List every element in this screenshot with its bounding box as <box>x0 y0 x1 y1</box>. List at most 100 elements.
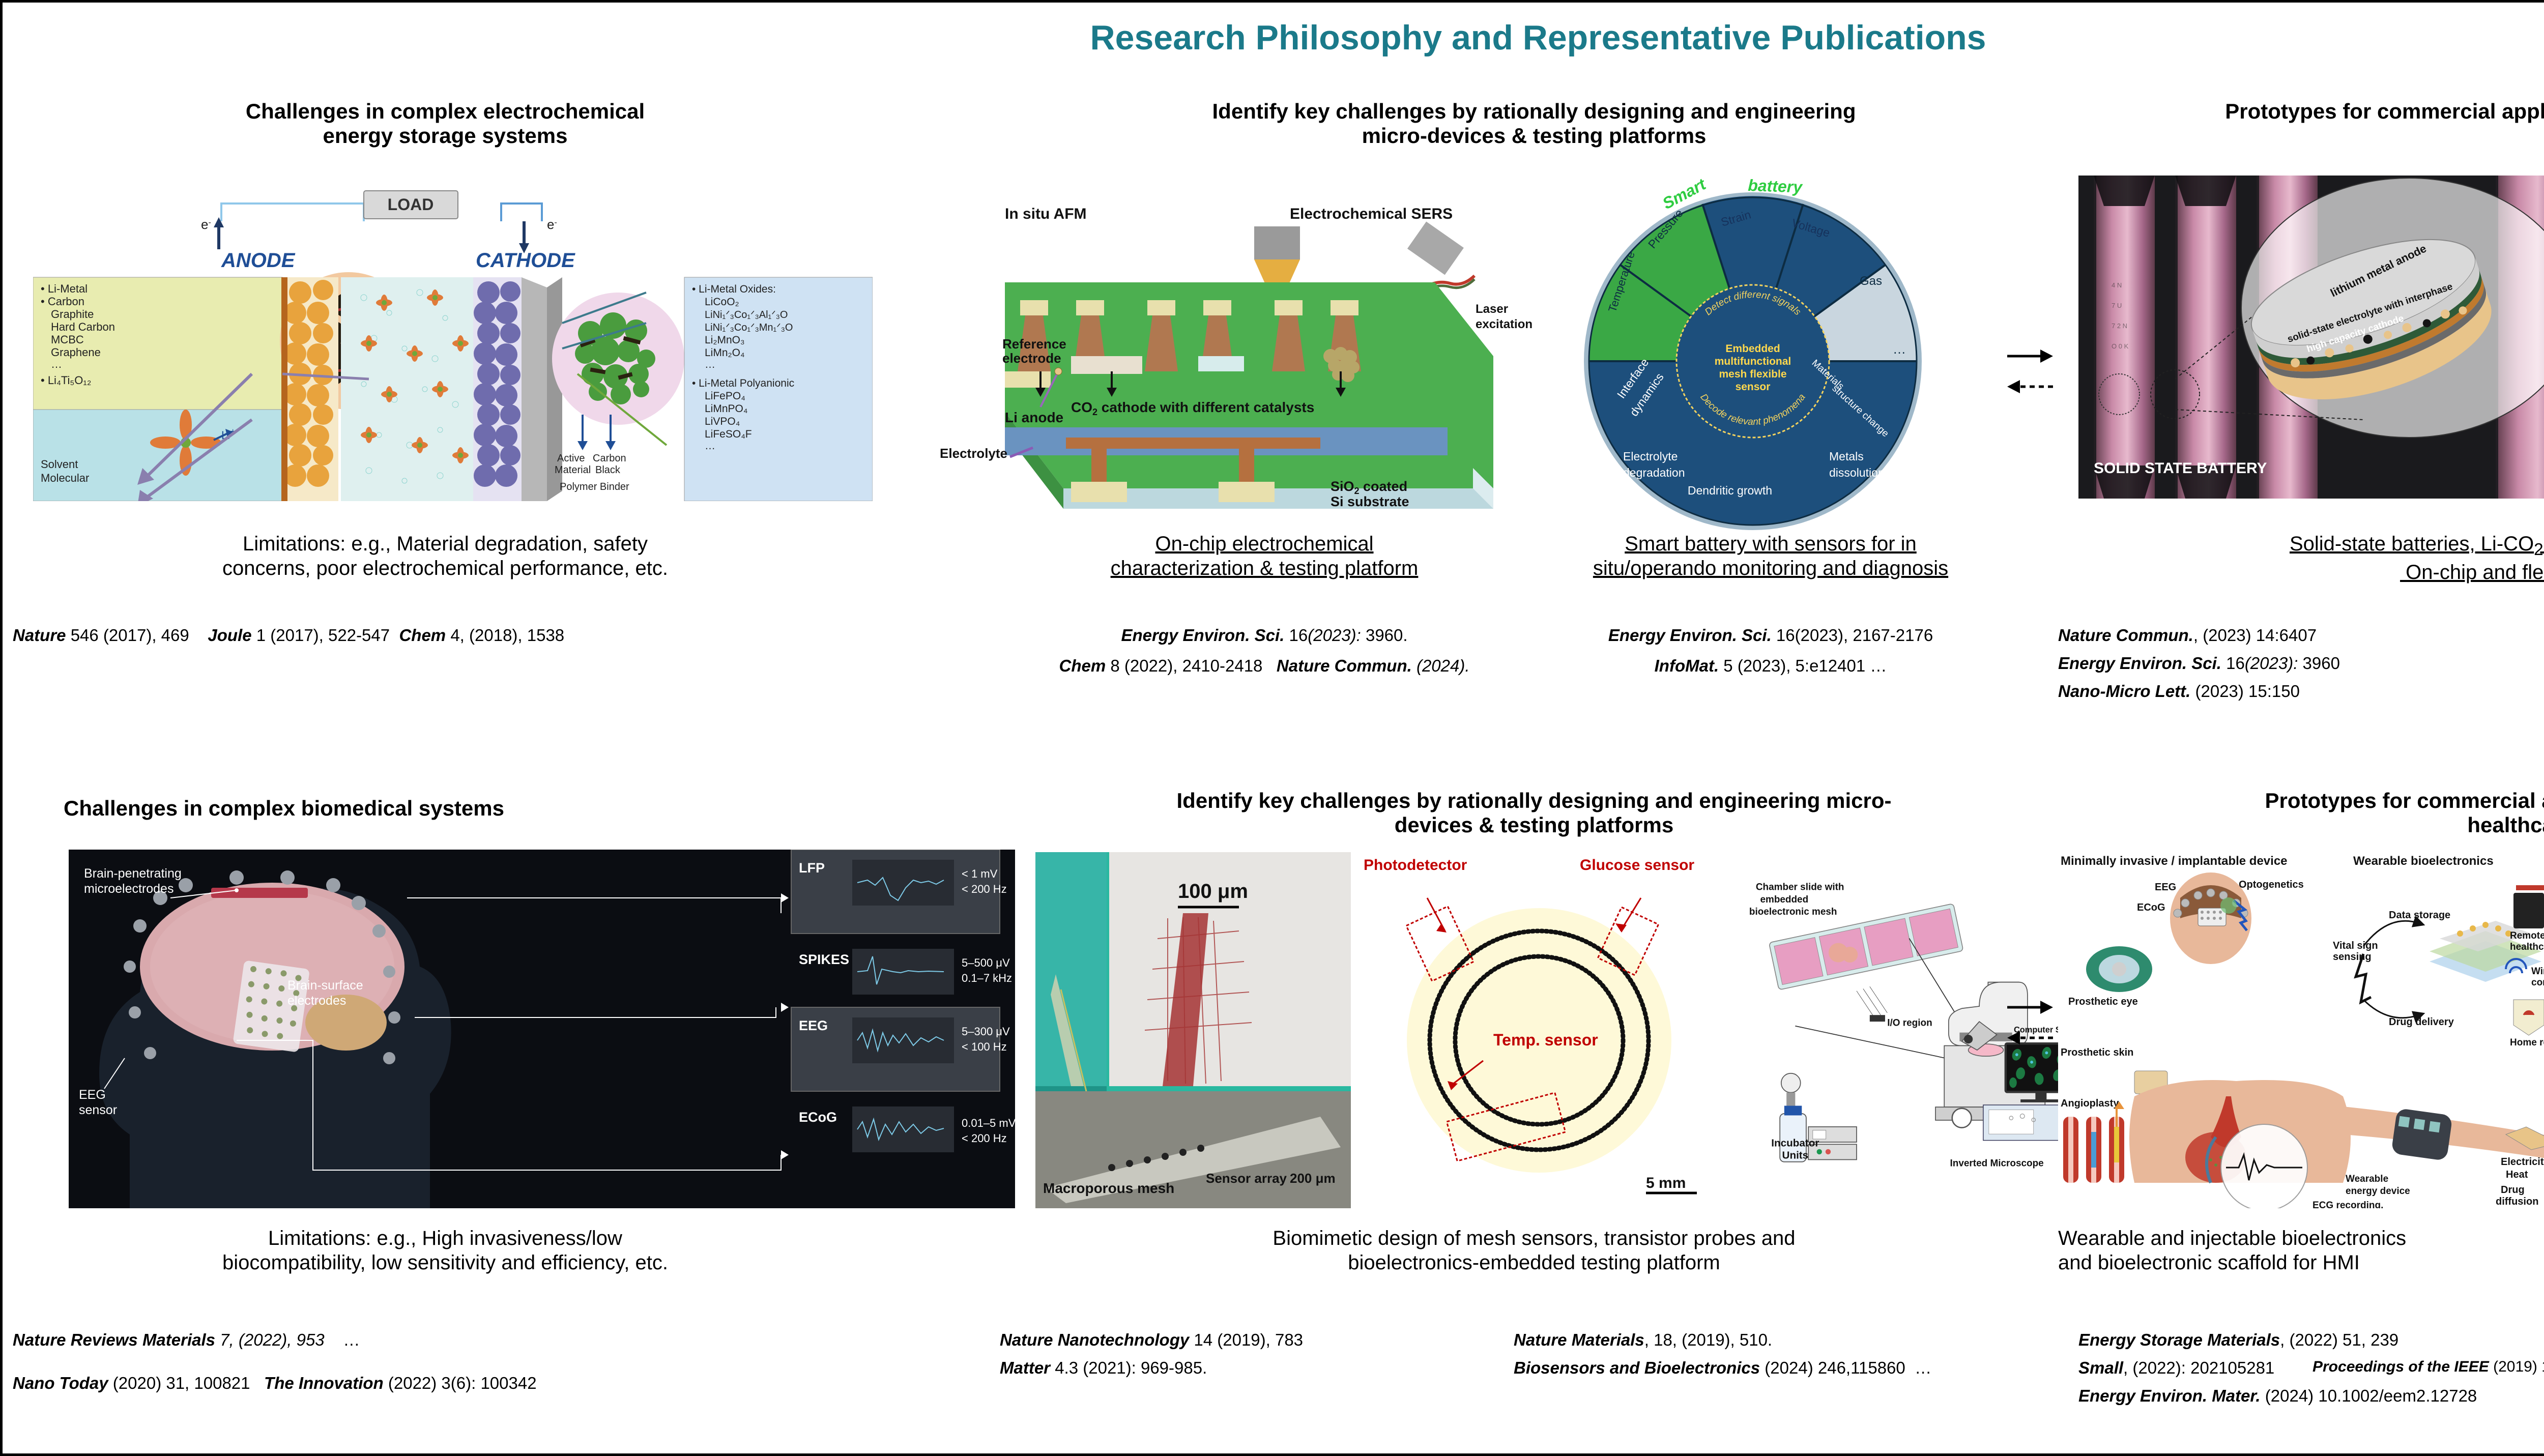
svg-text:Remote: Remote <box>2510 930 2544 941</box>
svg-text:LiVPO₄: LiVPO₄ <box>705 416 740 427</box>
svg-text:LOAD: LOAD <box>388 195 434 214</box>
svg-text:Si substrate: Si substrate <box>1331 494 1409 509</box>
svg-text:e-: e- <box>547 217 557 232</box>
svg-text:Prosthetic eye: Prosthetic eye <box>2068 996 2138 1007</box>
svg-text:< 100 Hz: < 100 Hz <box>962 1040 1007 1053</box>
svg-text:• Li-Metal Polyanionic: • Li-Metal Polyanionic <box>692 377 794 389</box>
svg-text:Electrolyte: Electrolyte <box>1623 450 1678 463</box>
svg-text:Dendritic growth: Dendritic growth <box>1688 484 1772 497</box>
svg-text:Wireless: Wireless <box>2531 966 2544 977</box>
svg-text:Brain-penetrating: Brain-penetrating <box>84 866 182 881</box>
svg-text:embedded: embedded <box>1760 894 1808 905</box>
svg-text:Prosthetic skin: Prosthetic skin <box>2061 1047 2133 1058</box>
svg-text:…: … <box>1893 341 1906 357</box>
svg-text:Hard Carbon: Hard Carbon <box>51 321 115 333</box>
svg-text:Metals: Metals <box>1829 450 1864 463</box>
svg-text:0.1–7 kHz: 0.1–7 kHz <box>962 972 1012 984</box>
svg-text:< 200 Hz: < 200 Hz <box>962 883 1007 895</box>
svg-text:Chamber slide with: Chamber slide with <box>1756 882 1844 893</box>
svg-text:Active: Active <box>557 453 585 464</box>
svg-text:ECoG: ECoG <box>799 1110 837 1125</box>
svg-text:Wearable: Wearable <box>2346 1174 2388 1184</box>
svg-text:In situ AFM: In situ AFM <box>1005 206 1087 222</box>
svg-text:e-: e- <box>201 217 211 232</box>
svg-text:• Carbon: • Carbon <box>41 295 84 308</box>
svg-text:I/O region: I/O region <box>1887 1018 1932 1029</box>
svg-text:Vital sign: Vital sign <box>2333 940 2378 951</box>
svg-text:Carbon: Carbon <box>593 453 626 464</box>
svg-text:Data storage: Data storage <box>2389 910 2450 921</box>
svg-text:5–500 μV: 5–500 μV <box>962 956 1010 969</box>
svg-text:SPIKES: SPIKES <box>799 952 849 967</box>
svg-text:LiMnPO₄: LiMnPO₄ <box>705 403 747 415</box>
svg-text:Incubator: Incubator <box>1771 1138 1819 1149</box>
svg-text:sensing: sensing <box>2333 951 2372 963</box>
svg-text:energy device: energy device <box>2346 1186 2410 1197</box>
svg-text:degradation: degradation <box>1623 466 1685 479</box>
svg-text:microelectrodes: microelectrodes <box>84 882 174 896</box>
svg-text:Glucose sensor: Glucose sensor <box>1580 857 1694 873</box>
svg-text:5–300 μV: 5–300 μV <box>962 1025 1010 1038</box>
svg-text:Sensor array: Sensor array <box>1206 1171 1287 1186</box>
svg-text:Polymer Binder: Polymer Binder <box>560 481 629 492</box>
svg-text:Photodetector: Photodetector <box>1364 857 1467 873</box>
svg-text:EEG: EEG <box>79 1088 106 1102</box>
svg-text:< 200 Hz: < 200 Hz <box>962 1132 1007 1145</box>
svg-text:Li₂MnO₃: Li₂MnO₃ <box>705 334 745 346</box>
svg-text:Electrolyte: Electrolyte <box>940 446 1007 461</box>
svg-text:multifunctional: multifunctional <box>1715 356 1791 367</box>
svg-text:Minimally invasive / implantab: Minimally invasive / implantable device <box>2061 854 2288 868</box>
svg-text:…: … <box>51 358 62 370</box>
svg-text:…: … <box>705 440 715 452</box>
svg-text:LiCoO₂: LiCoO₂ <box>705 296 739 308</box>
svg-text:100 μm: 100 μm <box>1178 880 1248 902</box>
svg-text:sensor: sensor <box>79 1103 117 1117</box>
svg-text:mesh flexible: mesh flexible <box>1719 368 1786 380</box>
svg-text:• Li-Metal Oxides:: • Li-Metal Oxides: <box>692 283 776 295</box>
svg-text:4 N: 4 N <box>2112 281 2122 289</box>
svg-text:• Li-Metal: • Li-Metal <box>41 282 88 295</box>
svg-text:Graphene: Graphene <box>51 346 101 359</box>
svg-text:SOLID STATE BATTERY: SOLID STATE BATTERY <box>2094 460 2267 477</box>
svg-text:ECG recording,: ECG recording, <box>2312 1200 2383 1208</box>
svg-text:7 2 N: 7 2 N <box>2112 322 2127 330</box>
svg-text:LiNi₁ᐟ₃Co₁ᐟ₃Al₁ᐟ₃O: LiNi₁ᐟ₃Co₁ᐟ₃Al₁ᐟ₃O <box>705 309 788 321</box>
svg-text:Laser: Laser <box>1476 302 1508 316</box>
svg-text:diffusion: diffusion <box>2496 1196 2538 1207</box>
svg-text:Reference: Reference <box>1002 336 1066 352</box>
svg-text:LiNi₁ᐟ₃Co₁ᐟ₃Mn₁ᐟ₃O: LiNi₁ᐟ₃Co₁ᐟ₃Mn₁ᐟ₃O <box>705 322 793 333</box>
svg-text:Electrochemical SERS: Electrochemical SERS <box>1290 206 1453 222</box>
svg-text:Optogenetics: Optogenetics <box>2239 879 2304 890</box>
svg-text:LFP: LFP <box>799 860 825 876</box>
svg-text:5 mm: 5 mm <box>1646 1175 1686 1191</box>
svg-text:Li anode: Li anode <box>1005 410 1063 425</box>
svg-text:ANODE: ANODE <box>221 249 296 272</box>
svg-text:LiMn₂O₄: LiMn₂O₄ <box>705 347 745 359</box>
svg-text:Solvent: Solvent <box>41 458 78 471</box>
svg-text:CO2 cathode with different cat: CO2 cathode with different catalysts <box>1071 399 1314 417</box>
svg-text:Material: Material <box>555 464 591 476</box>
svg-text:battery: battery <box>1748 176 1804 196</box>
svg-text:healthcare: healthcare <box>2510 942 2544 952</box>
svg-text:ECoG: ECoG <box>2137 902 2165 913</box>
svg-text:Graphite: Graphite <box>51 308 94 321</box>
svg-text:< 1 mV: < 1 mV <box>962 867 998 880</box>
svg-text:LiFeSO₄F: LiFeSO₄F <box>705 428 752 440</box>
svg-text:electrodes: electrodes <box>287 994 346 1008</box>
svg-text:Drug: Drug <box>2501 1184 2525 1196</box>
svg-text:Inverted Microscope: Inverted Microscope <box>1950 1158 2044 1169</box>
svg-text:Heat: Heat <box>2506 1169 2528 1180</box>
svg-text:SiO2 coated: SiO2 coated <box>1331 479 1407 496</box>
svg-text:electrode: electrode <box>1002 351 1061 366</box>
svg-text:Molecular: Molecular <box>41 472 89 484</box>
svg-text:Gas: Gas <box>1860 274 1882 288</box>
svg-text:Brain-surface: Brain-surface <box>287 978 363 993</box>
svg-text:0.01–5 mV: 0.01–5 mV <box>962 1117 1015 1129</box>
svg-text:200 μm: 200 μm <box>1290 1171 1336 1186</box>
svg-text:LiFePO₄: LiFePO₄ <box>705 390 745 402</box>
svg-text:MCBC: MCBC <box>51 333 84 346</box>
svg-text:dissolution: dissolution <box>1829 466 1885 479</box>
svg-text:bioelectronic mesh: bioelectronic mesh <box>1749 907 1837 917</box>
svg-text:Electricity: Electricity <box>2501 1156 2544 1168</box>
svg-text:Temp. sensor: Temp. sensor <box>1493 1031 1598 1049</box>
